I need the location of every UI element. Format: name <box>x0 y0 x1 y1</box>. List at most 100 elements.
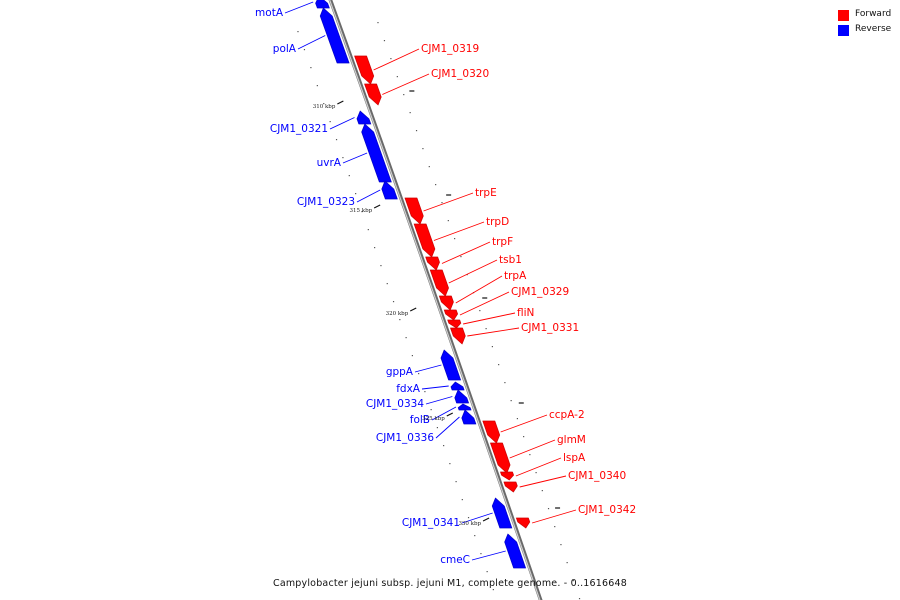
label-leader-line <box>441 241 491 264</box>
minor-tick-dot <box>460 256 462 258</box>
major-tick-mark <box>446 412 454 417</box>
minor-tick-dot <box>316 85 318 87</box>
gene-label-ccpa-2[interactable]: ccpA-2 <box>549 409 585 421</box>
legend-item-forward: Forward <box>838 9 898 24</box>
gene-label-flin[interactable]: fliN <box>517 307 534 319</box>
gene-label-cjm1-0320[interactable]: CJM1_0320 <box>431 68 489 80</box>
minor-tick-dot <box>436 427 439 429</box>
major-tick-mark <box>482 517 490 522</box>
gene-label-folb[interactable]: folB <box>410 414 430 426</box>
label-leader-line <box>414 364 442 373</box>
minor-tick-dot <box>560 544 562 546</box>
label-leader-line <box>425 396 453 405</box>
gene-label-fdxa[interactable]: fdxA <box>396 383 421 395</box>
minor-tick-dot <box>396 76 398 78</box>
minor-tick-dot <box>474 535 476 537</box>
gene-outline <box>491 497 513 529</box>
gene-outline <box>381 180 398 200</box>
gene-mota[interactable] <box>315 0 330 9</box>
minor-tick-dot <box>435 184 437 186</box>
label-leader-line <box>433 221 485 241</box>
minor-tick-dot <box>428 166 430 168</box>
minor-tick-dot <box>430 409 432 411</box>
gene-outline <box>454 389 470 404</box>
minor-tick-dot <box>572 580 574 582</box>
label-leader-line <box>519 475 567 488</box>
minor-tick-dot <box>329 121 331 123</box>
genome-backbone <box>328 0 543 600</box>
major-tick-mark <box>373 204 381 209</box>
gene-outline <box>438 295 454 311</box>
gene-label-cjm1-0323[interactable]: CJM1_0323 <box>297 196 355 208</box>
gene-label-lspa[interactable]: lspA <box>563 452 586 464</box>
gene-label-cjm1-0331[interactable]: CJM1_0331 <box>521 322 579 334</box>
minor-tick-dot <box>377 22 379 24</box>
label-leader-line <box>342 152 368 164</box>
minor-tick-dot <box>405 337 407 339</box>
gene-outline <box>429 269 449 297</box>
label-leader-line <box>531 509 577 524</box>
gene-outline <box>443 309 459 321</box>
gene-cjm1-0340[interactable] <box>503 481 518 493</box>
gene-label-mota[interactable]: motA <box>255 7 284 19</box>
major-tick-label: 315 kbp <box>350 208 373 214</box>
gene-label-cjm1-0336[interactable]: CJM1_0336 <box>376 432 434 444</box>
minor-tick-dot <box>443 445 445 447</box>
gene-label-cjm1-0334[interactable]: CJM1_0334 <box>366 398 424 410</box>
label-leader-line <box>435 416 460 439</box>
legend-swatch-reverse <box>838 25 849 36</box>
minor-tick-dot <box>447 220 449 222</box>
minor-tick-dot <box>449 463 451 465</box>
gene-label-cjm1-0321[interactable]: CJM1_0321 <box>270 123 328 135</box>
minor-tick-dot <box>422 148 424 150</box>
minor-tick-dot <box>578 598 581 600</box>
label-leader-line <box>467 327 520 337</box>
gene-cjm1-0342[interactable] <box>516 517 531 529</box>
minor-tick-dot <box>342 157 344 159</box>
gene-label-cjm1-0342[interactable]: CJM1_0342 <box>578 504 636 516</box>
gene-label-cjm1-0329[interactable]: CJM1_0329 <box>511 286 569 298</box>
label-leader-line <box>373 48 420 71</box>
gene-label-trpa[interactable]: trpA <box>504 270 527 282</box>
gene-label-cjm1-0340[interactable]: CJM1_0340 <box>568 470 626 482</box>
major-tick-label: 330 kbp <box>458 521 481 527</box>
minor-tick-dot <box>479 310 481 312</box>
gene-label-pola[interactable]: polA <box>273 43 297 55</box>
minor-tick-dot <box>486 571 488 573</box>
minor-tick-dot <box>504 382 506 384</box>
legend-item-reverse: Reverse <box>838 24 898 39</box>
gene-outline <box>489 442 511 474</box>
minor-tick-dot <box>455 481 457 483</box>
gene-label-tsb1[interactable]: tsb1 <box>499 254 522 266</box>
minor-tick-dot <box>297 31 299 33</box>
gene-label-trpd[interactable]: trpD <box>486 216 509 228</box>
gene-cjm1-0329[interactable] <box>443 309 458 321</box>
minor-tick-dot <box>535 472 537 474</box>
gene-label-cjm1-0341[interactable]: CJM1_0341 <box>402 517 460 529</box>
legend: Forward Reverse <box>838 9 898 39</box>
label-leader-line <box>515 457 562 477</box>
gene-outline <box>413 223 436 258</box>
genome-backbone-highlight <box>329 0 541 600</box>
label-leader-line <box>431 406 457 421</box>
minor-tick-dot <box>523 436 525 438</box>
minor-tick-dot <box>374 247 376 249</box>
minor-tick-dot <box>554 526 556 528</box>
label-leader-line <box>471 550 506 561</box>
gene-label-cjm1-0319[interactable]: CJM1_0319 <box>421 43 479 55</box>
label-leader-line <box>509 439 556 459</box>
gene-label-uvra[interactable]: uvrA <box>317 157 342 169</box>
major-tick-mark <box>409 307 417 312</box>
gene-label-glmm[interactable]: glmM <box>557 434 586 446</box>
gene-outline <box>364 83 382 106</box>
gene-label-trpf[interactable]: trpF <box>492 236 513 248</box>
gene-label-trpe[interactable]: trpE <box>475 187 497 199</box>
gene-label-gppa[interactable]: gppA <box>386 366 414 378</box>
gene-label-cmec[interactable]: cmeC <box>440 554 470 566</box>
minor-tick-dot <box>485 328 487 330</box>
minor-tick-dot <box>335 139 338 141</box>
label-leader-line <box>284 1 314 14</box>
minor-tick-dot <box>399 319 401 321</box>
gene-outline <box>447 319 462 329</box>
